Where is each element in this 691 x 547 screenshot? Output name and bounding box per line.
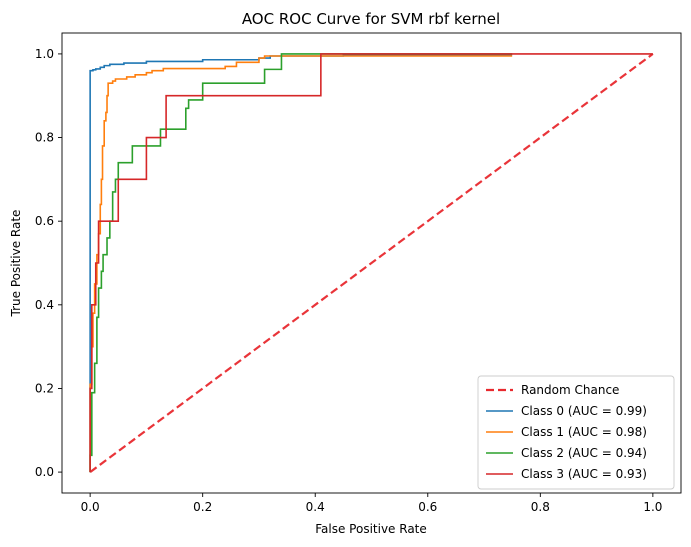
roc-line-class-3 bbox=[89, 53, 653, 473]
x-tick-label: 0.6 bbox=[418, 500, 437, 514]
roc-line-class-2 bbox=[89, 53, 513, 473]
roc-line-class-0 bbox=[89, 53, 513, 473]
y-tick-label: 0.2 bbox=[35, 381, 54, 395]
legend-label: Random Chance bbox=[521, 383, 619, 397]
chart-title: AOC ROC Curve for SVM rbf kernel bbox=[242, 10, 500, 28]
y-tick-label: 0.0 bbox=[35, 465, 54, 479]
legend-label: Class 2 (AUC = 0.94) bbox=[521, 446, 647, 460]
x-tick-label: 0.8 bbox=[531, 500, 550, 514]
x-axis-label: False Positive Rate bbox=[315, 522, 427, 536]
x-tick-label: 1.0 bbox=[643, 500, 662, 514]
legend: Random Chance Class 0 (AUC = 0.99) Class 1… bbox=[477, 375, 675, 490]
legend-label: Class 1 (AUC = 0.98) bbox=[521, 425, 647, 439]
y-axis-label: True Positive Rate bbox=[9, 210, 23, 318]
y-tick-label: 0.6 bbox=[35, 214, 54, 228]
plot-frame bbox=[61, 32, 682, 494]
y-tick-label: 0.4 bbox=[35, 298, 54, 312]
legend-label: Class 0 (AUC = 0.99) bbox=[521, 404, 647, 418]
y-tick-label: 0.8 bbox=[35, 131, 54, 145]
legend-label: Class 3 (AUC = 0.93) bbox=[521, 467, 647, 481]
roc-line-class-1 bbox=[89, 55, 513, 473]
x-tick-label: 0.0 bbox=[81, 500, 100, 514]
legend-box bbox=[477, 375, 675, 490]
x-tick-label: 0.4 bbox=[306, 500, 325, 514]
y-tick-label: 1.0 bbox=[35, 47, 54, 61]
x-tick-label: 0.2 bbox=[193, 500, 212, 514]
random-chance-line bbox=[89, 53, 654, 473]
